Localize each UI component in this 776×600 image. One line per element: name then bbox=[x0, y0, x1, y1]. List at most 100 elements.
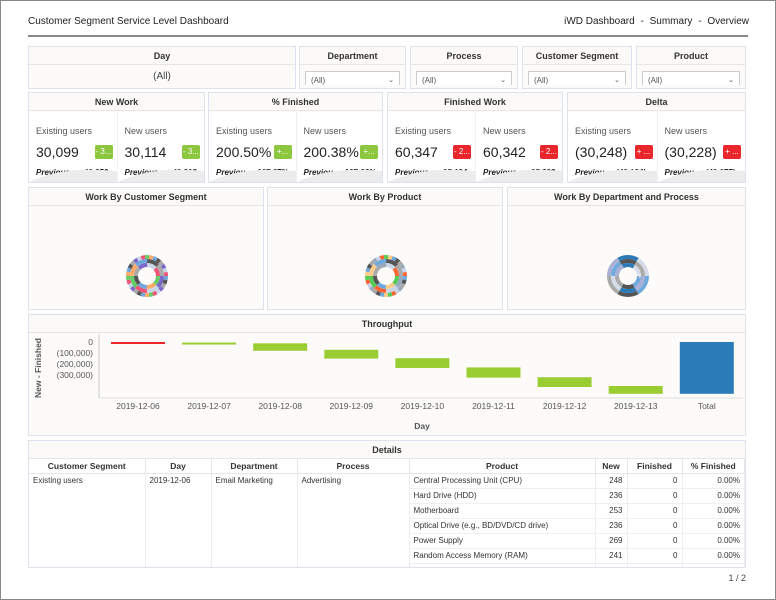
donut-segment[interactable] bbox=[373, 263, 399, 289]
donut-segment[interactable] bbox=[369, 259, 403, 293]
donut-segment[interactable] bbox=[369, 259, 403, 293]
filter-day-value[interactable]: (All) bbox=[153, 71, 171, 82]
donut-segment[interactable] bbox=[373, 263, 399, 289]
breadcrumb-summary[interactable]: Summary bbox=[649, 16, 693, 27]
waterfall-bar[interactable] bbox=[182, 342, 237, 345]
donut-segment[interactable] bbox=[130, 259, 164, 293]
donut-segment[interactable] bbox=[365, 255, 407, 297]
waterfall-bar[interactable] bbox=[466, 367, 521, 378]
donut-segment[interactable] bbox=[126, 255, 168, 297]
donut-panel: Work By Department and Process bbox=[507, 187, 746, 310]
donut-chart[interactable] bbox=[125, 254, 169, 298]
donut-segment[interactable] bbox=[610, 259, 645, 293]
kpi-value: 30,099 bbox=[36, 144, 79, 160]
donut-segment[interactable] bbox=[365, 255, 407, 297]
donut-segment[interactable] bbox=[606, 255, 649, 297]
column-header[interactable]: Process bbox=[297, 459, 410, 474]
column-header[interactable]: % Finished bbox=[682, 459, 745, 474]
donut-title: Work By Product bbox=[268, 188, 502, 206]
waterfall-bar[interactable] bbox=[395, 358, 450, 368]
donut-segment[interactable] bbox=[126, 255, 168, 297]
column-header[interactable]: Day bbox=[145, 459, 212, 474]
donut-segment[interactable] bbox=[606, 255, 649, 297]
x-tick-label: 2019-12-11 bbox=[472, 401, 515, 411]
customer-segment-select[interactable]: (All) ⌄ bbox=[528, 71, 626, 85]
donut-segment[interactable] bbox=[126, 255, 168, 297]
kpi-sparkline bbox=[568, 169, 657, 182]
donut-segment[interactable] bbox=[134, 263, 160, 289]
process-select[interactable]: (All) ⌄ bbox=[416, 71, 512, 85]
column-header[interactable]: Customer Segment bbox=[29, 459, 146, 474]
donut-segment[interactable] bbox=[614, 263, 641, 289]
donut-segment[interactable] bbox=[134, 263, 160, 289]
donut-segment[interactable] bbox=[614, 263, 641, 289]
details-panel: Details Customer Segment Day Department Pro… bbox=[28, 440, 746, 568]
breadcrumb: iWD Dashboard - Summary - Overview bbox=[564, 16, 749, 27]
product-select[interactable]: (All) ⌄ bbox=[642, 71, 740, 85]
breadcrumb-overview[interactable]: Overview bbox=[707, 16, 749, 27]
cell-new: 269 bbox=[595, 533, 628, 549]
donut-segment[interactable] bbox=[126, 255, 168, 297]
donut-panel: Work By Customer Segment bbox=[28, 187, 264, 310]
donut-segment[interactable] bbox=[614, 263, 641, 289]
column-header[interactable]: Department bbox=[211, 459, 298, 474]
kpi-value: 200.50% bbox=[216, 144, 272, 160]
department-select[interactable]: (All) ⌄ bbox=[305, 71, 400, 85]
chevron-down-icon: ⌄ bbox=[500, 77, 506, 84]
donut-segment[interactable] bbox=[610, 259, 645, 293]
column-header[interactable]: New bbox=[595, 459, 628, 474]
waterfall-bar[interactable] bbox=[608, 386, 663, 394]
kpi-sparkline bbox=[29, 169, 117, 182]
donut-segment[interactable] bbox=[134, 263, 160, 289]
waterfall-bar[interactable] bbox=[111, 342, 165, 344]
kpi-value: 60,342 bbox=[483, 144, 526, 160]
cell-new: 236 bbox=[595, 488, 628, 504]
donut-segment[interactable] bbox=[130, 259, 164, 293]
kpi-label: New users bbox=[303, 126, 347, 136]
donut-segment[interactable] bbox=[134, 263, 160, 289]
donut-segment[interactable] bbox=[614, 263, 641, 289]
waterfall-bar[interactable] bbox=[537, 377, 592, 387]
cell-finished: 0 bbox=[627, 533, 683, 549]
kpi-cell: New users(30,228)+ ...Previou...: (42,07… bbox=[656, 112, 745, 182]
cell-pct-finished: 0.00% bbox=[682, 488, 745, 504]
donut-chart[interactable] bbox=[364, 254, 408, 298]
waterfall-bar[interactable] bbox=[324, 349, 379, 359]
donut-segment[interactable] bbox=[606, 255, 649, 297]
donut-segment[interactable] bbox=[365, 255, 407, 297]
donut-segment[interactable] bbox=[610, 259, 645, 293]
cell-new: 253 bbox=[595, 503, 628, 519]
donut-segment[interactable] bbox=[373, 263, 399, 289]
donut-segment[interactable] bbox=[130, 259, 164, 293]
donut-chart[interactable] bbox=[606, 254, 650, 298]
y-tick-label: 0 bbox=[88, 337, 93, 347]
donut-segment[interactable] bbox=[373, 263, 399, 289]
cell-product: Hard Drive (HDD) bbox=[409, 488, 596, 504]
donut-segment[interactable] bbox=[606, 255, 649, 297]
cell-pct-finished: 0.00% bbox=[682, 473, 745, 489]
waterfall-bar[interactable] bbox=[253, 343, 308, 351]
column-header[interactable]: Product bbox=[409, 459, 596, 474]
cell-pct-finished: 0.00% bbox=[682, 503, 745, 519]
donut-segment[interactable] bbox=[369, 259, 403, 293]
donut-segment[interactable] bbox=[365, 255, 407, 297]
column-header[interactable]: Finished bbox=[627, 459, 683, 474]
donut-segment[interactable] bbox=[369, 259, 403, 293]
kpi-cell: Existing users(30,248)+ ...Previou...: (… bbox=[568, 112, 657, 182]
table-row: Optical Drive (e.g., BD/DVD/CD drive) 236… bbox=[29, 518, 745, 534]
breadcrumb-iwd-dashboard[interactable]: iWD Dashboard bbox=[564, 16, 635, 27]
cell-finished: 0 bbox=[627, 488, 683, 504]
kpi-value: (30,228) bbox=[664, 144, 717, 160]
breadcrumb-separator: - bbox=[640, 16, 644, 27]
kpi-change-badge: +... bbox=[360, 145, 378, 159]
donut-segment[interactable] bbox=[130, 259, 164, 293]
cell-product: Central Processing Unit (CPU) bbox=[409, 473, 596, 489]
x-tick-label: 2019-12-07 bbox=[187, 401, 231, 411]
waterfall-bar[interactable] bbox=[679, 342, 734, 394]
donut-segment[interactable] bbox=[610, 259, 645, 293]
